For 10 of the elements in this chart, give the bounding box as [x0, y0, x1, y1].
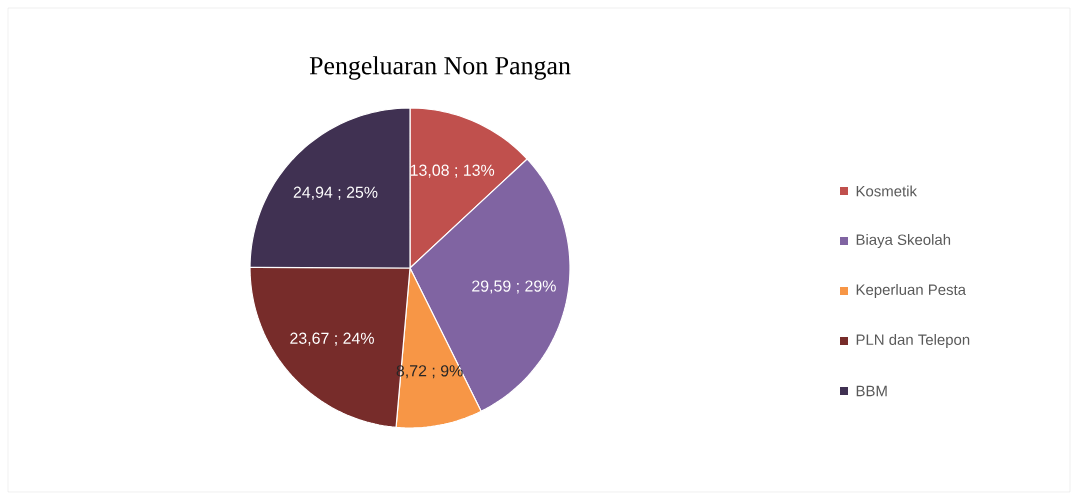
- chart-title: Pengeluaran Non Pangan: [309, 56, 571, 80]
- data-label: 24,94 ; 25%: [293, 186, 378, 200]
- data-label: 13,08 ; 13%: [410, 164, 495, 178]
- legend-label: PLN dan Telepon: [856, 334, 970, 348]
- data-label: 29,59 ; 29%: [472, 280, 556, 294]
- legend-label: Biaya Skeolah: [856, 234, 951, 248]
- data-label: 23,67 ; 24%: [290, 332, 374, 346]
- legend-label: Kosmetik: [856, 185, 917, 197]
- legend-label: BBM: [856, 385, 887, 397]
- legend-label: Keperluan Pesta: [856, 284, 966, 298]
